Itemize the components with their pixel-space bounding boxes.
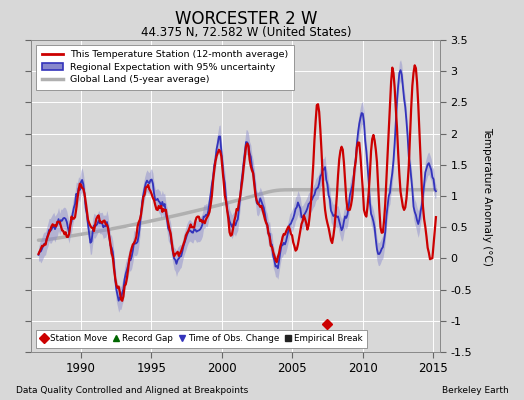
Legend: Station Move, Record Gap, Time of Obs. Change, Empirical Break: Station Move, Record Gap, Time of Obs. C… <box>36 330 367 348</box>
Y-axis label: Temperature Anomaly (°C): Temperature Anomaly (°C) <box>482 126 492 266</box>
Text: Berkeley Earth: Berkeley Earth <box>442 386 508 395</box>
Text: Data Quality Controlled and Aligned at Breakpoints: Data Quality Controlled and Aligned at B… <box>16 386 248 395</box>
Text: WORCESTER 2 W: WORCESTER 2 W <box>175 10 318 28</box>
Text: 44.375 N, 72.582 W (United States): 44.375 N, 72.582 W (United States) <box>141 26 352 39</box>
